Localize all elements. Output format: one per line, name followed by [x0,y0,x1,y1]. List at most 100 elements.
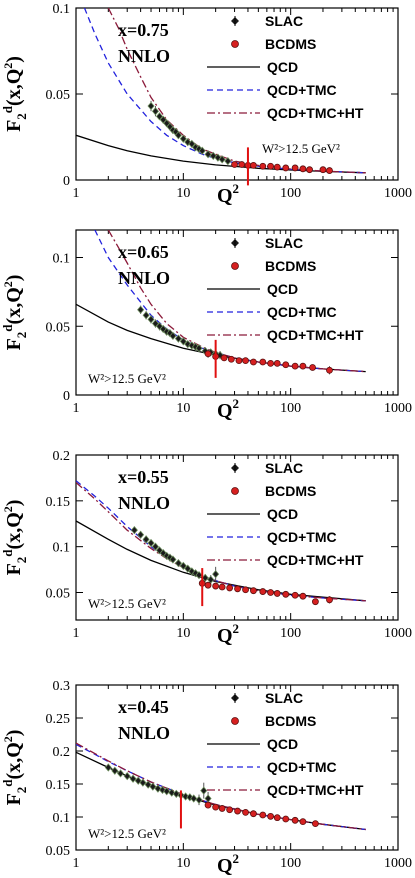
x-tick-label: 10 [176,626,190,641]
legend-label: QCD+TMC [267,82,337,98]
bcdms-point [250,587,257,595]
bcdms-point [234,585,241,593]
plot-area [76,742,366,831]
bcdms-point [226,806,234,814]
bcdms-point [226,584,234,592]
plot-area [76,480,366,606]
legend-label: BCDMS [265,483,316,499]
slac-point [142,311,150,320]
y-tick-label: 0.1 [53,541,71,556]
bcdms-point [204,581,212,589]
panel-1: 1 10 100 1000 0 0.05 0.1 F2d(x,Q2) Q2 W²>12.5 GeV… [0,2,412,207]
bcdms-point [259,811,267,819]
slac-point [169,555,177,564]
slac-point [166,553,174,562]
y-tick-label: 0 [63,174,70,189]
plot-frame [75,454,399,621]
bcdms-point [231,161,238,168]
slac-point [172,789,180,799]
bcdms-point [299,165,307,173]
bcdms-point [267,162,274,170]
slac-point [224,156,232,166]
slac-point [179,134,187,143]
slac-point [198,146,206,155]
legend-label: SLAC [265,13,303,29]
x-tick-label: 100 [280,186,301,201]
legend-label: QCD+TMC+HT [267,552,364,568]
slac-point [188,139,196,148]
bcdms-point [204,350,212,358]
plot-frame [75,229,399,396]
slac-point [163,787,171,796]
y-tick-label: 0.1 [53,2,71,17]
bcdms-point [319,166,327,174]
slac-point [129,774,137,783]
plot-area [76,230,366,375]
bcdms-point [273,163,281,171]
x-tick-label: 10 [176,401,190,416]
slac-point [195,344,203,353]
bcdms-point [259,162,267,170]
bcdms-point [234,807,241,815]
legend-bcdms-marker [231,487,239,495]
legend-label: QCD+TMC+HT [267,105,364,121]
x-axis-label: Q2 [217,181,239,207]
bcdms-point [250,810,257,818]
bcdms-point [326,366,333,374]
slac-point [204,150,212,159]
legend-label: QCD [267,736,298,752]
y-axis-label: F2d(x,Q2) [0,275,29,351]
y-tick-label: 0.15 [46,778,71,793]
legend-label: BCDMS [265,713,316,729]
bcdms-point [267,589,274,596]
y-axis-label: F2d(x,Q2) [0,500,29,576]
slac-point [147,315,155,324]
bcdms-point [299,362,307,370]
bcdms-point [312,820,319,827]
bcdms-point [282,164,290,172]
slac-point [155,546,164,555]
bcdms-point [238,161,246,168]
slac-point [212,570,220,579]
legend-label: BCDMS [265,258,316,274]
x-tick-label: 10 [176,186,190,201]
bcdms-point [204,801,212,809]
y-tick-label: 0.25 [46,712,71,727]
bcdms-point [326,596,333,604]
y-tick-label: 0.05 [46,320,71,335]
x-tick-label: 1 [73,626,80,641]
bcdms-point [242,808,249,816]
x-tick-label: 1000 [384,186,412,201]
slac-point [104,763,112,772]
slac-point [151,319,159,328]
order-label: NNLO [118,723,170,743]
bcdms-point [291,362,299,370]
slac-point [155,322,164,331]
x-axis-label: Q2 [217,621,239,647]
legend-label: QCD+TMC+HT [267,782,364,798]
slac-point [155,112,164,121]
w2-cut-label: W²>12.5 GeV² [88,371,166,386]
slac-point [142,535,150,544]
bcdms-point [273,814,281,822]
x-tick-label: 1 [73,856,80,871]
slac-point [209,151,217,161]
legend-label: SLAC [265,690,303,706]
slac-point [184,564,192,573]
panel-2: 1 10 100 1000 0 0.05 0.1 F2d(x,Q2) Q2 W²>12.5 GeV… [0,229,412,422]
bcdms-point [291,164,299,172]
x-tick-label: 100 [280,856,301,871]
bcdms-point [259,358,267,366]
x-tick-label: 1000 [384,626,412,641]
bcdms-point [212,582,220,590]
legend-label: QCD [267,281,298,297]
legend-bcdms-marker [231,262,239,270]
order-label: NNLO [118,493,170,513]
y-axis-label: F2d(x,Q2) [0,730,29,806]
slac-point [159,548,167,558]
bcdms-point [299,818,307,826]
slac-point [149,782,157,791]
bcdms-point [299,592,307,600]
bcdms-point [267,359,274,367]
x-tick-label: 100 [280,401,301,416]
